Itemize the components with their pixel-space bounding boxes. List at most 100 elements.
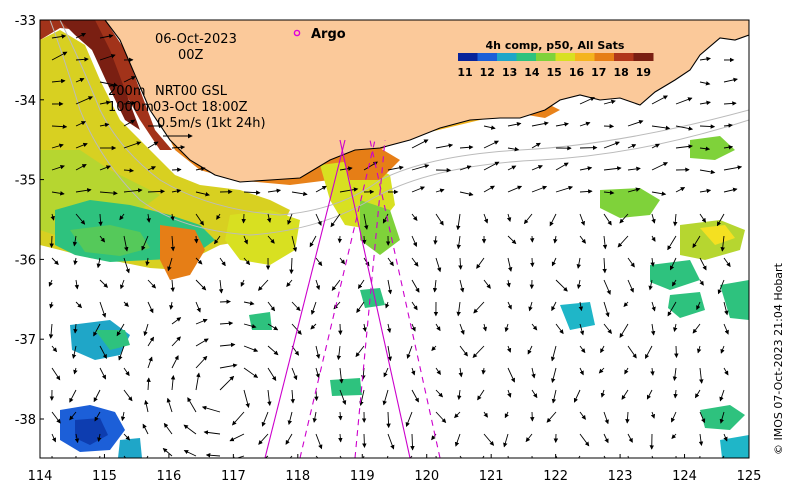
current-vector	[458, 257, 463, 270]
current-vector	[456, 235, 462, 250]
current-vector	[459, 145, 474, 150]
current-vector	[723, 367, 729, 376]
lon-label: 120	[414, 469, 439, 484]
current-vector	[97, 433, 102, 443]
current-vector	[291, 301, 301, 312]
current-vector	[291, 323, 302, 335]
current-vector	[73, 323, 78, 334]
current-vector	[258, 433, 269, 445]
current-vector	[603, 301, 610, 318]
current-vector	[411, 257, 419, 267]
current-vector	[651, 143, 660, 149]
current-vector	[651, 162, 668, 171]
current-vector	[531, 389, 538, 399]
current-vector	[555, 279, 568, 292]
lat-label: -38	[15, 413, 36, 428]
current-vector	[120, 411, 126, 422]
current-vector	[723, 77, 738, 83]
current-vector	[671, 411, 677, 423]
current-vector	[555, 122, 569, 127]
current-vector	[170, 279, 175, 293]
current-vector	[123, 119, 136, 127]
current-vector	[387, 165, 404, 171]
current-vector	[339, 257, 346, 265]
current-vector	[717, 279, 725, 295]
colorbar-tick-label: 12	[480, 66, 495, 79]
plot-frame	[39, 19, 750, 459]
current-vector	[383, 367, 389, 378]
current-vector	[627, 433, 633, 443]
longitude-axis: 114 115 116 117 118 119 120 121 122 123 124 125	[28, 454, 761, 484]
current-vector	[362, 323, 367, 333]
current-vector	[338, 411, 343, 421]
current-vector	[720, 345, 725, 354]
current-vector	[266, 213, 272, 223]
current-vector	[603, 166, 622, 171]
current-vector	[579, 189, 593, 194]
current-vector	[355, 345, 365, 358]
current-vector	[146, 377, 151, 391]
current-vector	[75, 213, 86, 225]
current-vector	[531, 455, 533, 458]
current-vector	[530, 257, 535, 268]
current-vector	[75, 57, 89, 62]
current-vector	[267, 235, 275, 244]
current-vector	[673, 323, 678, 333]
current-vector	[555, 185, 574, 193]
current-vector	[699, 169, 716, 175]
current-vector	[435, 143, 454, 149]
current-vector	[723, 323, 729, 335]
current-vector	[603, 213, 612, 226]
current-vector	[267, 301, 276, 312]
colorbar-title: 4h comp, p50, All Sats	[486, 39, 625, 52]
current-vector	[73, 367, 78, 375]
current-vector	[195, 355, 208, 369]
current-vector	[458, 367, 464, 378]
current-vector	[219, 375, 235, 391]
current-vector	[507, 257, 513, 272]
current-vector	[187, 397, 197, 413]
current-vector	[483, 213, 489, 224]
current-vector	[627, 187, 641, 193]
current-vector	[603, 279, 611, 295]
current-vector	[411, 139, 429, 149]
current-vector	[75, 301, 83, 309]
current-vector	[336, 345, 342, 361]
current-vector	[116, 323, 125, 337]
current-vector	[386, 411, 391, 429]
current-vector	[219, 299, 231, 304]
current-vector	[171, 145, 186, 150]
current-vector	[75, 78, 85, 83]
colorbar-tick-label: 15	[547, 66, 562, 79]
current-vector	[243, 257, 251, 266]
current-vector	[289, 257, 294, 275]
current-vector	[51, 78, 66, 84]
current-vector	[719, 389, 725, 402]
current-vector	[201, 405, 221, 413]
current-vector	[507, 185, 523, 193]
lon-label: 122	[543, 469, 568, 484]
current-vector	[645, 345, 653, 359]
current-vector	[147, 356, 153, 369]
current-vector	[551, 389, 557, 404]
current-vector	[147, 279, 157, 289]
current-vector	[720, 235, 725, 252]
current-vector	[651, 301, 656, 312]
current-vector	[531, 185, 548, 193]
current-vector	[579, 121, 591, 127]
current-vector	[481, 367, 486, 375]
current-vector	[716, 213, 725, 227]
current-vector	[219, 321, 234, 326]
current-vector	[411, 301, 418, 311]
current-vector	[241, 213, 246, 224]
current-vector	[504, 323, 509, 333]
current-vector	[550, 345, 557, 362]
current-vector	[99, 345, 107, 359]
current-vector	[339, 389, 347, 406]
current-vector	[195, 257, 203, 265]
current-vector	[49, 301, 54, 309]
current-vector	[257, 279, 269, 291]
current-vector	[411, 323, 416, 332]
current-vector	[603, 433, 609, 444]
current-vector	[698, 433, 704, 447]
